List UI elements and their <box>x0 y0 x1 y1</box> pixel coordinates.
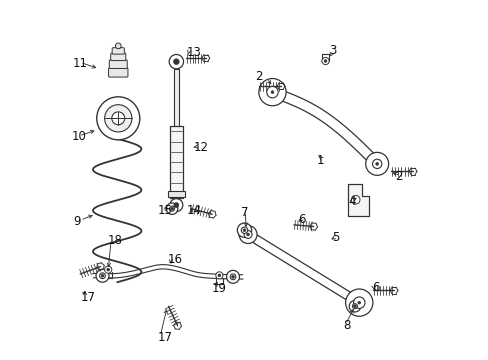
Circle shape <box>104 266 112 273</box>
Text: 15: 15 <box>158 204 172 217</box>
Circle shape <box>97 97 140 140</box>
Text: 17: 17 <box>80 291 95 304</box>
Circle shape <box>321 58 328 64</box>
Text: 1: 1 <box>316 154 323 167</box>
Circle shape <box>166 203 178 215</box>
Circle shape <box>352 304 357 309</box>
Text: 2: 2 <box>255 69 262 82</box>
Circle shape <box>226 270 239 283</box>
Circle shape <box>173 59 179 64</box>
Circle shape <box>243 229 245 231</box>
Text: 19: 19 <box>211 282 226 295</box>
Circle shape <box>100 273 105 279</box>
Text: 6: 6 <box>371 281 379 294</box>
Bar <box>168 192 184 197</box>
Circle shape <box>348 301 360 312</box>
Circle shape <box>101 274 104 277</box>
FancyBboxPatch shape <box>112 48 124 54</box>
Text: 13: 13 <box>186 46 201 59</box>
FancyBboxPatch shape <box>109 60 127 68</box>
Circle shape <box>270 91 273 94</box>
Circle shape <box>246 233 249 236</box>
Text: 12: 12 <box>193 141 208 154</box>
Circle shape <box>239 226 257 243</box>
Circle shape <box>241 227 247 233</box>
Bar <box>169 126 183 198</box>
Circle shape <box>351 195 359 204</box>
Circle shape <box>258 78 285 106</box>
Text: 18: 18 <box>107 234 122 247</box>
Text: 5: 5 <box>332 231 339 244</box>
Circle shape <box>115 43 121 49</box>
Text: 10: 10 <box>72 130 86 144</box>
Text: 11: 11 <box>73 57 88 70</box>
Circle shape <box>218 274 221 277</box>
Text: 7: 7 <box>241 206 248 219</box>
Circle shape <box>375 162 378 165</box>
Circle shape <box>231 275 234 278</box>
Circle shape <box>357 301 360 304</box>
Circle shape <box>324 60 326 63</box>
Circle shape <box>345 289 372 316</box>
Circle shape <box>169 54 183 69</box>
Circle shape <box>174 203 179 208</box>
Text: 6: 6 <box>298 213 305 226</box>
Circle shape <box>266 86 278 98</box>
Circle shape <box>372 159 381 168</box>
FancyBboxPatch shape <box>108 68 128 77</box>
Polygon shape <box>348 184 368 216</box>
Text: 16: 16 <box>167 253 182 266</box>
Text: 8: 8 <box>343 319 350 332</box>
Text: 9: 9 <box>73 215 81 228</box>
Text: 2: 2 <box>394 170 402 183</box>
Circle shape <box>215 272 223 279</box>
Circle shape <box>365 152 388 175</box>
Circle shape <box>169 206 174 211</box>
Circle shape <box>96 269 109 282</box>
Circle shape <box>353 297 364 309</box>
Circle shape <box>170 207 173 210</box>
Circle shape <box>353 305 356 308</box>
Text: 3: 3 <box>328 44 335 57</box>
Circle shape <box>237 223 251 237</box>
Circle shape <box>106 268 109 271</box>
Circle shape <box>104 105 132 132</box>
Text: 14: 14 <box>187 204 202 217</box>
FancyBboxPatch shape <box>110 53 125 60</box>
Text: 4: 4 <box>348 195 355 208</box>
Text: 17: 17 <box>158 330 172 343</box>
Circle shape <box>230 274 235 280</box>
Bar <box>174 69 178 130</box>
Circle shape <box>244 230 251 238</box>
Circle shape <box>112 112 124 125</box>
Circle shape <box>169 199 183 212</box>
